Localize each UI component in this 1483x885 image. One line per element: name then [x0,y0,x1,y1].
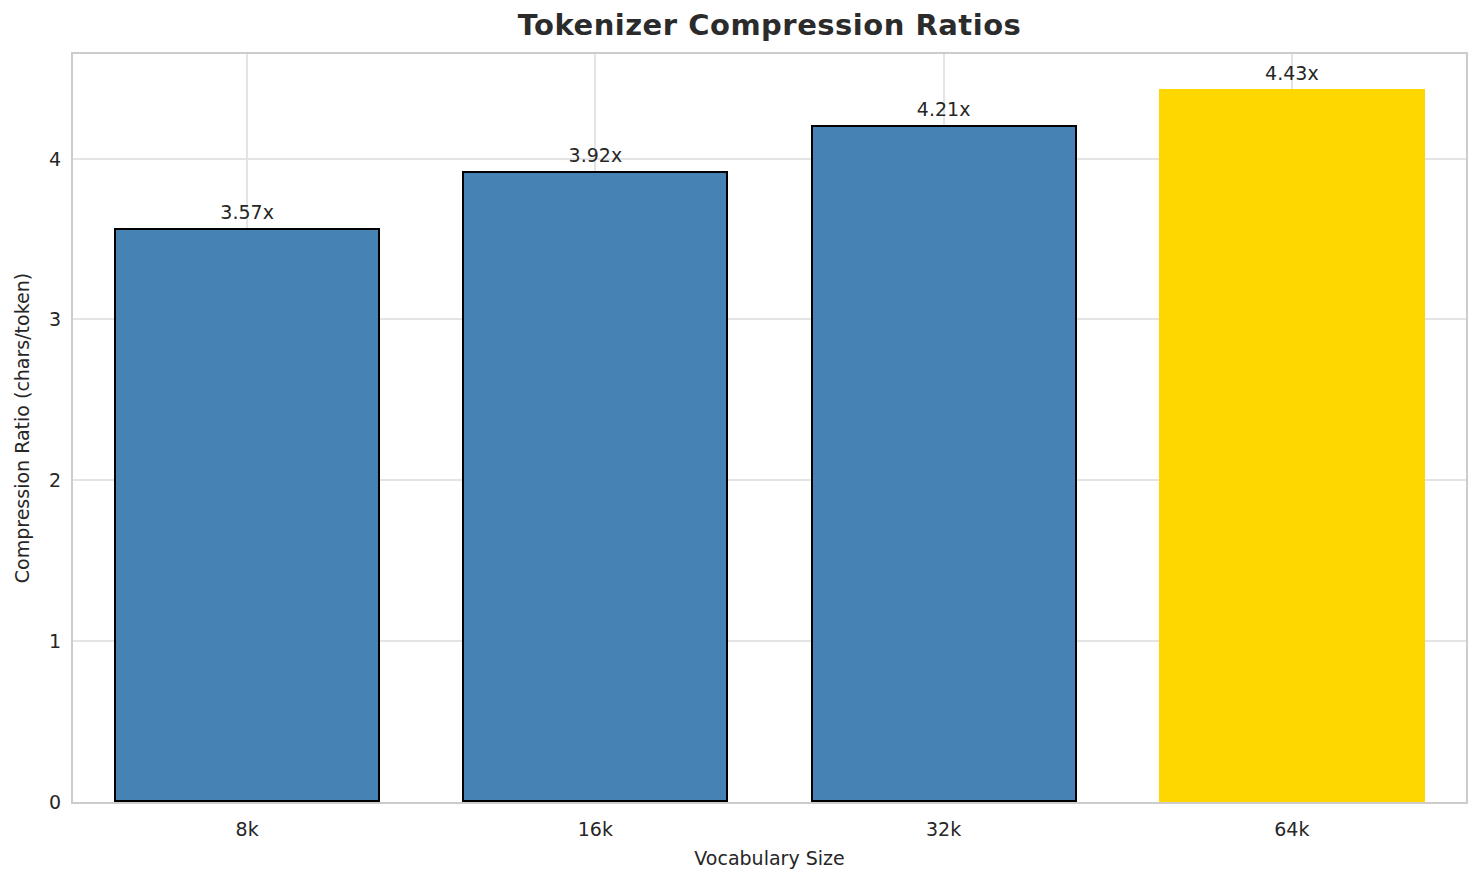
chart-title: Tokenizer Compression Ratios [71,8,1468,42]
y-tick-label: 2 [49,469,61,491]
x-axis-label: Vocabulary Size [71,847,1468,869]
y-tick-label: 1 [49,630,61,652]
x-tick-label: 8k [236,818,259,840]
bar-64k [1159,89,1425,802]
bar-value-label: 3.92x [569,144,623,166]
bar-value-label: 4.21x [917,98,971,120]
plot-area: 012343.57x8k3.92x16k4.21x32k4.43x64k [71,52,1468,804]
x-tick-label: 64k [1274,818,1309,840]
bar-32k [811,125,1077,802]
y-tick-label: 0 [49,791,61,813]
figure: Tokenizer Compression Ratios Compression… [0,0,1483,885]
y-axis-label: Compression Ratio (chars/token) [11,273,33,583]
bar-8k [114,228,380,802]
y-tick-label: 4 [49,148,61,170]
bar-value-label: 3.57x [220,201,274,223]
x-tick-label: 16k [578,818,613,840]
bar-value-label: 4.43x [1265,62,1319,84]
x-tick-label: 32k [926,818,961,840]
y-tick-label: 3 [49,308,61,330]
bar-16k [462,171,728,802]
